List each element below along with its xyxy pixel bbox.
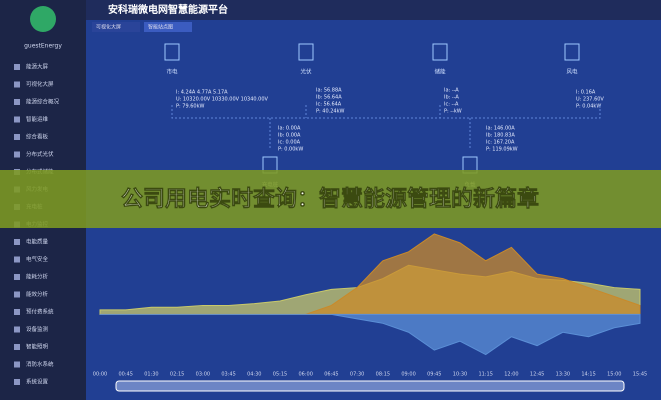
banner [0, 170, 661, 228]
tab-label: 可视化大屏 [96, 24, 121, 31]
menu-icon [14, 326, 20, 333]
logo [30, 6, 56, 32]
menu-icon [14, 99, 20, 105]
menu-item[interactable]: 智能照明 [26, 343, 49, 351]
menu-icon [14, 64, 20, 70]
x-tick-label: 10:30 [453, 372, 467, 378]
menu-item[interactable]: 设备监测 [26, 325, 49, 333]
menu-icon [14, 256, 20, 263]
node-reading: P: 119.09kW [486, 147, 518, 153]
menu-item[interactable]: 能源综合概况 [26, 98, 60, 106]
flow-line [171, 105, 601, 150]
node-reading: Ia: 0.00A [278, 126, 301, 132]
x-tick-label: 03:45 [221, 372, 235, 378]
menu-icon [14, 116, 20, 123]
x-tick-label: 00:00 [93, 372, 107, 378]
node-reading: P: 0.04kW [576, 104, 601, 110]
x-tick-label: 01:30 [144, 372, 158, 378]
node-reading: Ib: 180.83A [486, 133, 515, 139]
node-reading: P: 0.00kW [278, 147, 303, 153]
user-name: guestEnergy [24, 43, 62, 50]
x-tick-label: 08:15 [376, 372, 390, 378]
x-tick-label: 07:30 [350, 372, 364, 378]
header-bar [86, 0, 661, 20]
tab[interactable] [92, 22, 140, 32]
menu-item[interactable]: 综合看板 [26, 133, 49, 141]
menu-item[interactable]: 能耗分析 [26, 273, 49, 281]
menu-item[interactable]: 电气安全 [26, 255, 49, 263]
menu-item[interactable]: 预付费系统 [26, 308, 54, 316]
x-tick-label: 09:00 [401, 372, 415, 378]
node-label: 市电 [166, 68, 178, 76]
node-icon [432, 43, 448, 61]
menu-item[interactable]: 能效分析 [26, 290, 49, 298]
node-label: 风电 [566, 68, 578, 76]
x-tick-label: 09:45 [427, 372, 441, 378]
x-tick-label: 12:45 [530, 372, 544, 378]
node-reading: Ib: 0.00A [278, 133, 301, 139]
node-reading: P: --kW [444, 109, 462, 115]
node-reading: Ib: --A [444, 95, 459, 101]
x-tick-label: 02:15 [170, 372, 184, 378]
menu-icon [14, 239, 20, 245]
node-reading: I: 0.16A [576, 90, 596, 96]
tab[interactable] [144, 22, 192, 32]
menu-item[interactable]: 能源大屏 [26, 63, 49, 71]
x-tick-label: 15:45 [633, 372, 647, 378]
x-tick-label: 00:45 [119, 372, 133, 378]
node-reading: Ic: 0.00A [278, 140, 301, 146]
zoom-slider[interactable] [115, 380, 625, 392]
menu-icon [14, 151, 20, 158]
header-title: 安科瑞微电网智慧能源平台 [108, 3, 228, 16]
x-tick-label: 13:30 [556, 372, 570, 378]
node-reading: Ia: --A [444, 88, 459, 94]
tab-label: 智能站点图 [148, 24, 173, 31]
node-reading: U: 10320.00V 10330.00V 10340.00V [176, 97, 269, 103]
node-reading: I: 4.24A 4.77A 5.17A [176, 90, 228, 96]
node-reading: P: 40.24kW [316, 109, 344, 115]
area [100, 233, 641, 315]
menu-item[interactable]: 智能运维 [26, 115, 49, 123]
menu-icon [14, 309, 20, 315]
menu-item[interactable]: 消防水系统 [26, 360, 54, 368]
node-reading: Ic: --A [444, 102, 459, 108]
menu-item[interactable]: 电能质量 [26, 238, 49, 246]
node-label: 光伏 [300, 68, 312, 76]
node-icon [164, 43, 180, 61]
node-icon [298, 43, 314, 61]
node-reading: Ic: 56.64A [316, 102, 342, 108]
x-tick-label: 06:45 [324, 372, 338, 378]
node-reading: P: 79.60kW [176, 104, 204, 110]
x-tick-label: 15:00 [607, 372, 621, 378]
menu-item[interactable]: 分布式光伏 [26, 150, 54, 158]
x-tick-label: 12:00 [504, 372, 518, 378]
menu-icon [14, 344, 20, 350]
menu-icon [14, 291, 20, 298]
node-reading: Ic: 167.20A [486, 140, 515, 146]
x-tick-label: 14:15 [581, 372, 595, 378]
node-reading: Ia: 146.00A [486, 126, 515, 132]
node-reading: Ia: 56.88A [316, 88, 342, 94]
x-tick-label: 03:00 [196, 372, 210, 378]
menu-item[interactable]: 可视化大屏 [26, 80, 54, 88]
x-tick-label: 04:30 [247, 372, 261, 378]
x-tick-label: 05:15 [273, 372, 287, 378]
menu-icon [14, 274, 20, 280]
node-reading: Ib: 56.64A [316, 95, 342, 101]
menu-icon [14, 134, 20, 140]
menu-icon [14, 379, 20, 385]
menu-icon [14, 361, 20, 368]
node-reading: U: 237.60V [576, 97, 604, 103]
node-label: 储能 [434, 68, 446, 76]
x-tick-label: 11:15 [479, 372, 493, 378]
menu-icon [14, 81, 20, 88]
menu-item[interactable]: 系统设置 [26, 378, 49, 386]
area [100, 313, 641, 356]
banner-text: 公司用电实时查询：智慧能源管理的新篇章 [121, 186, 539, 212]
node-icon [564, 43, 580, 61]
x-tick-label: 06:00 [299, 372, 313, 378]
